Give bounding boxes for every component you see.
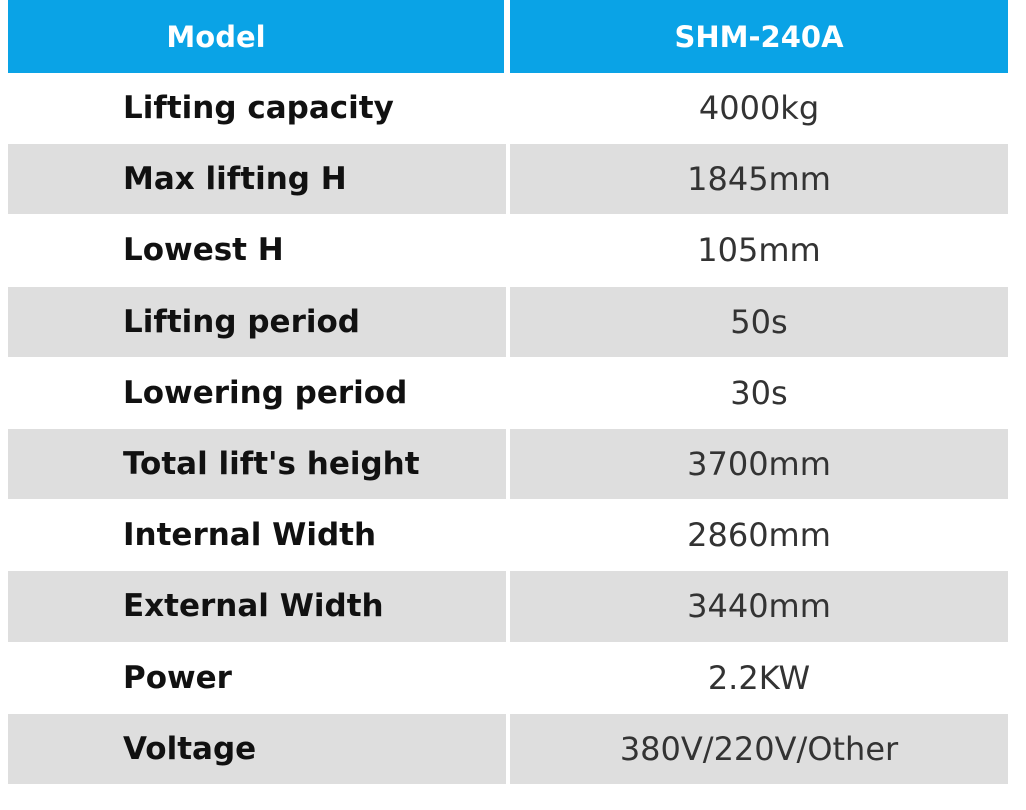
row-value: 2860mm xyxy=(510,500,1008,571)
row-label: Voltage xyxy=(8,713,506,784)
row-value: 3440mm xyxy=(510,571,1008,642)
row-value: 1845mm xyxy=(510,144,1008,215)
row-label: Lifting period xyxy=(8,286,506,357)
row-value: 2.2KW xyxy=(510,642,1008,713)
row-label: Internal Width xyxy=(8,500,506,571)
row-label: Lowering period xyxy=(8,357,506,428)
row-value: 50s xyxy=(510,286,1008,357)
header-cell: SHM-240A xyxy=(510,0,1008,73)
row-label: Lowest H xyxy=(8,215,506,286)
row-label: Max lifting H xyxy=(8,144,506,215)
header-cell: Model xyxy=(8,0,504,73)
row-value: 30s xyxy=(510,357,1008,428)
row-value: 3700mm xyxy=(510,429,1008,500)
row-label: Lifting capacity xyxy=(8,73,506,144)
row-value: 105mm xyxy=(510,215,1008,286)
row-value: 380V/220V/Other xyxy=(510,713,1008,784)
row-label: External Width xyxy=(8,571,506,642)
row-value: 4000kg xyxy=(510,73,1008,144)
row-label: Total lift's height xyxy=(8,429,506,500)
row-label: Power xyxy=(8,642,506,713)
